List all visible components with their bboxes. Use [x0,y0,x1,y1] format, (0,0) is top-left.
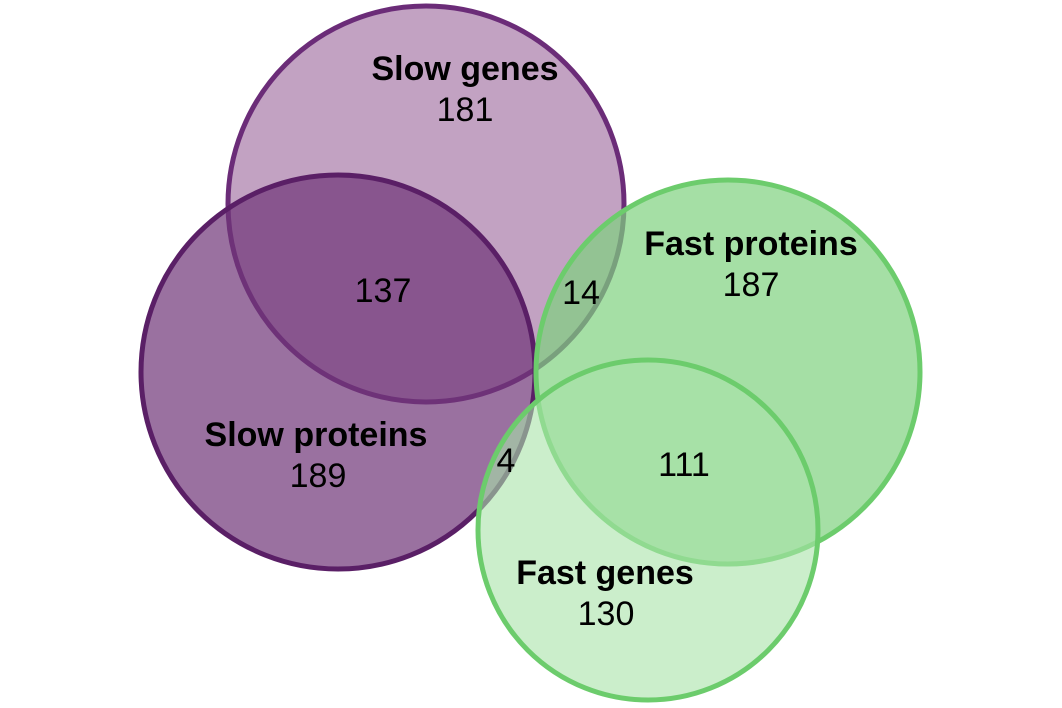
count-slow-proteins: 189 [290,457,347,495]
count-slow-genes-fast-proteins: 14 [562,274,600,312]
label-fast-genes: Fast genes [516,554,694,592]
label-slow-genes: Slow genes [371,50,558,88]
count-fast-genes: 130 [578,595,635,633]
count-fast-proteins: 187 [723,266,780,304]
count-slow-genes-slow-proteins: 137 [355,272,412,310]
label-slow-proteins: Slow proteins [205,416,428,454]
circle-fast-genes [475,357,821,703]
circle-slow-proteins [138,172,538,572]
count-fast-proteins-fast-genes: 111 [658,446,710,484]
count-slow-proteins-fast-genes: 4 [497,442,516,480]
label-fast-proteins: Fast proteins [644,225,857,263]
count-slow-genes: 181 [437,91,494,129]
